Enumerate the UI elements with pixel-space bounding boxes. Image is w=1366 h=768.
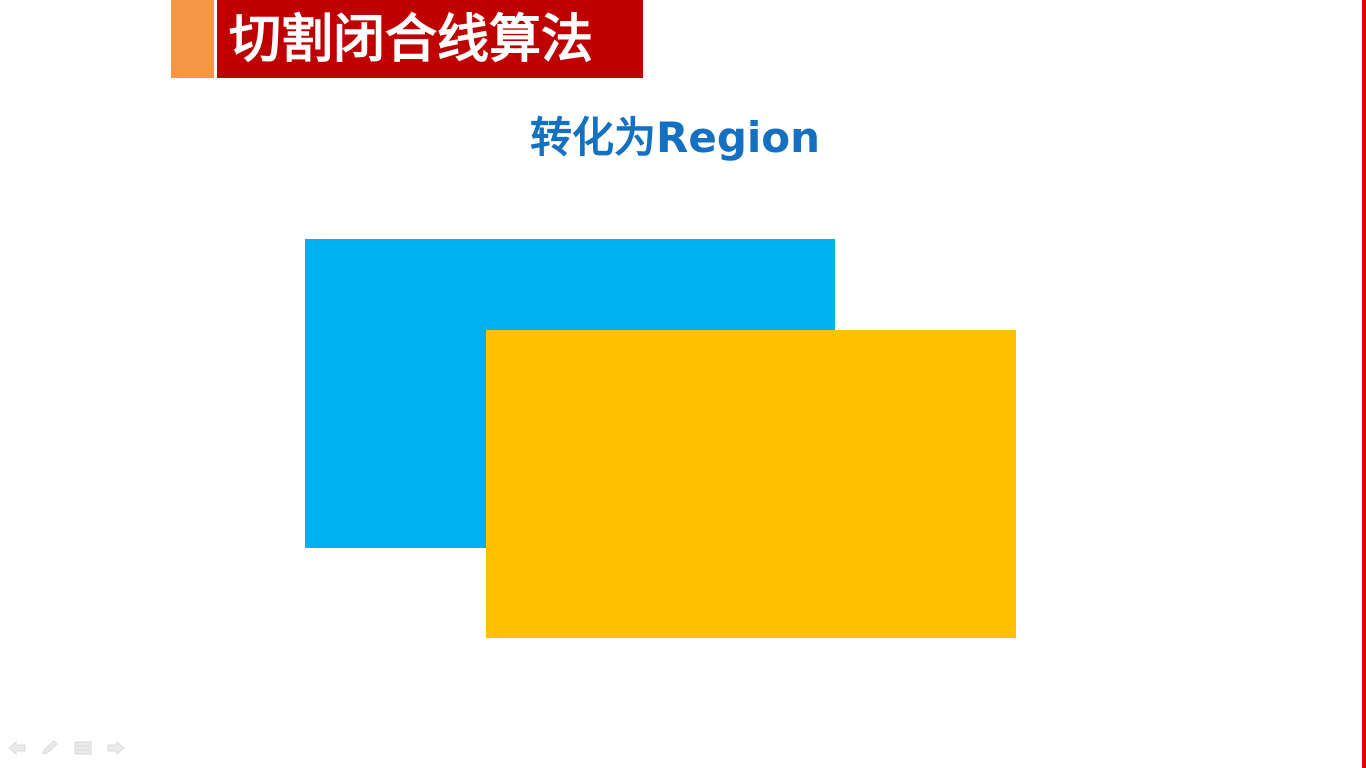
region-b-rectangle	[486, 330, 1016, 638]
previous-arrow-icon	[8, 741, 26, 755]
slide-subtitle: 转化为Region	[530, 112, 820, 164]
slide-title: 切割闭合线算法	[229, 7, 593, 73]
title-accent-bar	[171, 0, 214, 78]
title-banner: 切割闭合线算法	[217, 0, 643, 78]
slideshow-toolbar	[6, 737, 126, 759]
slide-right-edge	[1362, 0, 1366, 768]
slide-menu-button[interactable]	[72, 738, 93, 759]
pen-icon	[41, 740, 59, 756]
next-arrow-icon	[107, 741, 125, 755]
menu-icon	[74, 741, 92, 755]
previous-slide-button[interactable]	[6, 738, 27, 759]
next-slide-button[interactable]	[105, 738, 126, 759]
pen-tool-button[interactable]	[39, 738, 60, 759]
